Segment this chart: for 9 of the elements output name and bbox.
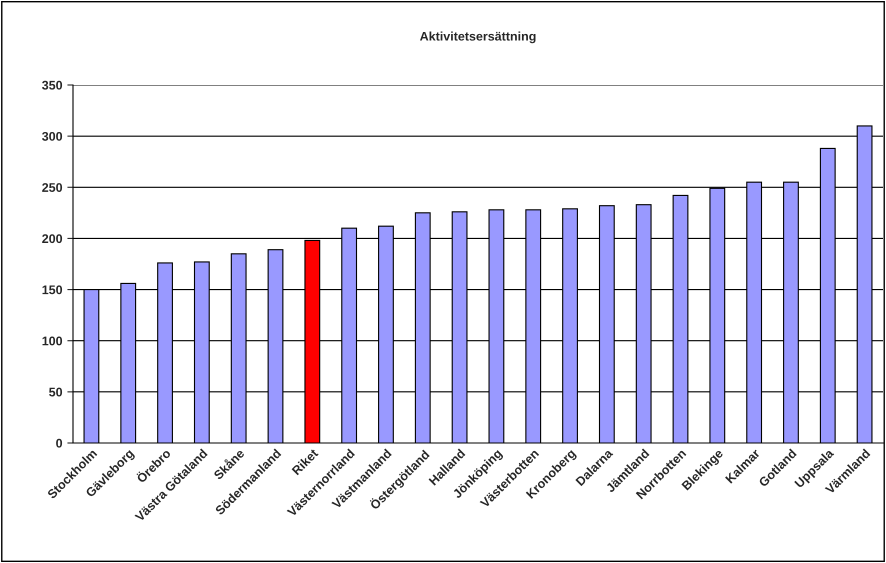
chart-title: Aktivitetsersättning — [420, 31, 536, 44]
y-tick-label: 300 — [42, 132, 62, 141]
y-tick-label: 350 — [42, 80, 62, 90]
y-tick-label: 50 — [49, 388, 62, 397]
y-tick-label: 250 — [42, 183, 62, 192]
y-tick-label: 100 — [42, 336, 62, 346]
y-tick-label: 0 — [56, 438, 62, 448]
y-tick-label: 150 — [42, 285, 62, 294]
y-tick-label: 200 — [42, 234, 62, 244]
